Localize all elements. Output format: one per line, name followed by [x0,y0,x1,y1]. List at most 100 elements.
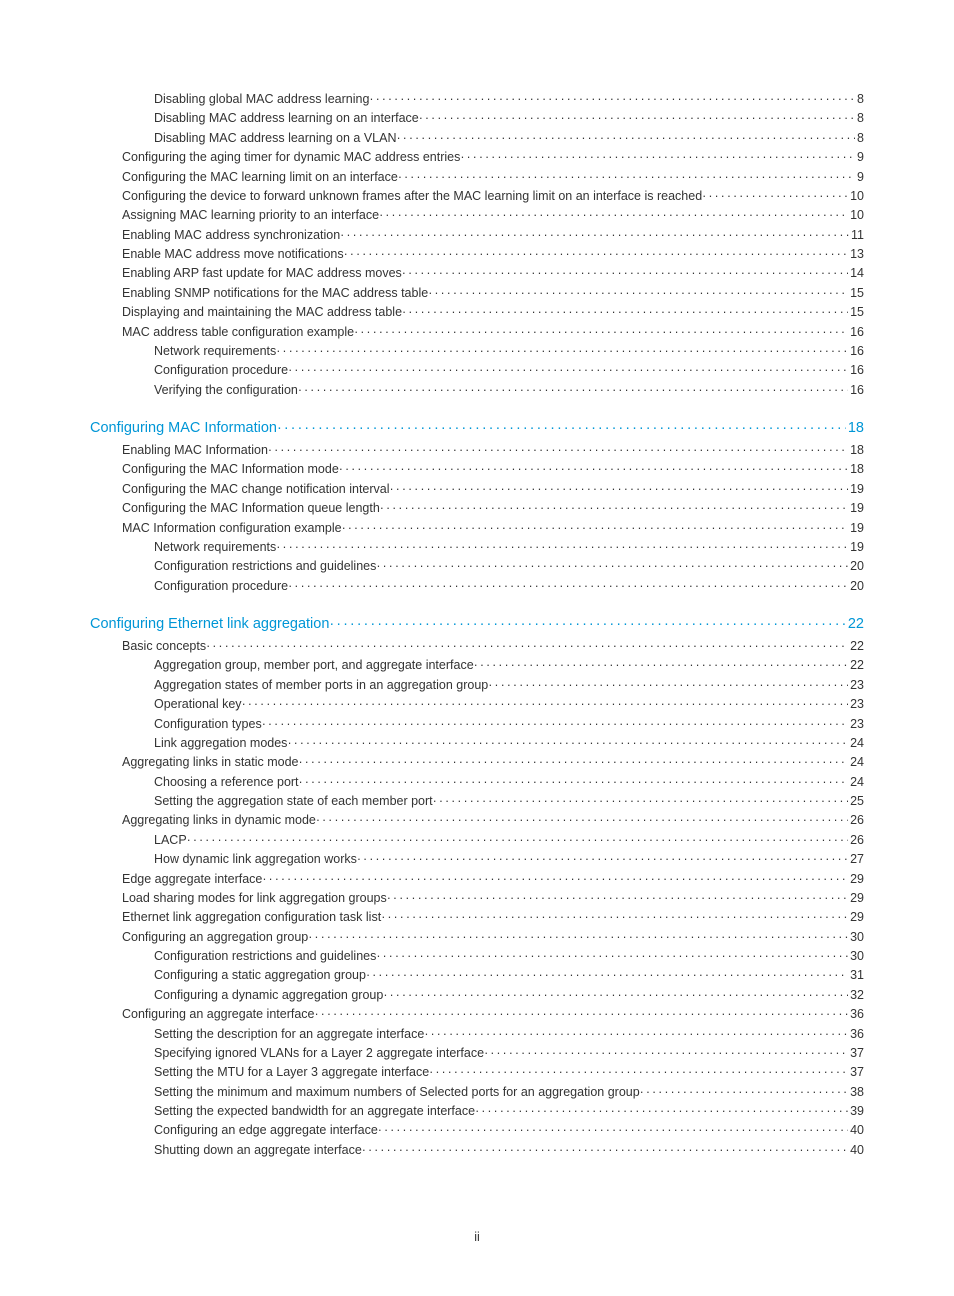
toc-leader-dots [376,947,848,966]
toc-heading-link[interactable]: Configuring Ethernet link aggregation 22 [90,614,864,635]
toc-entry-page: 13 [848,245,864,264]
toc-leader-dots [299,773,849,792]
toc-entry-page: 18 [848,460,864,479]
toc-entry-page: 39 [848,1102,864,1121]
toc-entry-page: 9 [855,148,864,167]
toc-entry-label: Configuring an aggregation group [122,928,308,947]
toc-entry-page: 36 [848,1025,864,1044]
toc-leader-dots [287,734,848,753]
toc-leader-dots [398,168,855,187]
toc-leader-dots [428,284,848,303]
toc-leader-dots [276,538,848,557]
toc-leader-dots [342,519,849,538]
toc-entry: Configuration types 23 [90,715,864,734]
toc-entry-page: 40 [848,1121,864,1140]
toc-leader-dots [484,1044,848,1063]
toc-leader-dots [433,792,848,811]
toc-entry-label: Configuring the aging timer for dynamic … [122,148,460,167]
toc-leader-dots [288,577,848,596]
toc-entry-label: Configuring the MAC change notification … [122,480,390,499]
toc-entry: Setting the aggregation state of each me… [90,792,864,811]
toc-leader-dots [298,381,848,400]
toc-heading-link[interactable]: Configuring MAC Information 18 [90,418,864,439]
toc-entry-label: Link aggregation modes [154,734,287,753]
toc-entry-page: 14 [848,264,864,283]
toc-leader-dots [474,656,848,675]
toc-leader-dots [242,695,849,714]
toc-entry-page: 18 [846,418,864,439]
toc-entry: Configuration procedure 20 [90,577,864,596]
toc-entry: Enabling MAC Information 18 [90,441,864,460]
toc-leader-dots [329,614,845,635]
toc-entry-page: 16 [848,323,864,342]
toc-entry-label: Enabling MAC address synchronization [122,226,340,245]
toc-entry-page: 36 [848,1005,864,1024]
toc-entry: Configuring a static aggregation group 3… [90,966,864,985]
toc-leader-dots [397,129,856,148]
toc-entry-label: Configuring Ethernet link aggregation [90,614,329,635]
toc-entry: Link aggregation modes 24 [90,734,864,753]
toc-entry-label: Configuring a static aggregation group [154,966,366,985]
toc-entry-label: Edge aggregate interface [122,870,262,889]
toc-leader-dots [475,1102,848,1121]
toc-entry-label: Verifying the configuration [154,381,298,400]
toc-entry-page: 8 [855,90,864,109]
toc-entry: How dynamic link aggregation works 27 [90,850,864,869]
toc-leader-dots [316,811,848,830]
toc-entry-page: 37 [848,1063,864,1082]
toc-leader-dots [262,715,848,734]
toc-leader-dots [390,480,849,499]
toc-entry: MAC Information configuration example 19 [90,519,864,538]
toc-entry-label: Load sharing modes for link aggregation … [122,889,387,908]
toc-entry-label: Enabling MAC Information [122,441,268,460]
toc-entry-label: Assigning MAC learning priority to an in… [122,206,379,225]
toc-entry: Configuration restrictions and guideline… [90,557,864,576]
toc-entry-page: 23 [848,695,864,714]
toc-entry: LACP 26 [90,831,864,850]
toc-leader-dots [488,676,848,695]
toc-entry: Configuring the MAC learning limit on an… [90,168,864,187]
toc-leader-dots [362,1141,848,1160]
toc-entry-label: Disabling MAC address learning on an int… [154,109,419,128]
toc-leader-dots [354,323,848,342]
toc-entry-page: 23 [848,676,864,695]
toc-entry-label: Aggregating links in static mode [122,753,298,772]
toc-entry-label: Network requirements [154,538,276,557]
toc-entry: Choosing a reference port 24 [90,773,864,792]
toc-entry-label: MAC address table configuration example [122,323,354,342]
toc-entry-page: 18 [848,441,864,460]
toc-entry-label: Configuring an aggregate interface [122,1005,315,1024]
toc-entry-label: Network requirements [154,342,276,361]
toc-entry-label: Configuration procedure [154,361,288,380]
toc-entry-page: 9 [855,168,864,187]
toc-entry-page: 15 [848,303,864,322]
toc-entry: Disabling global MAC address learning 8 [90,90,864,109]
toc-entry-page: 38 [848,1083,864,1102]
toc-entry-label: Configuring the MAC learning limit on an… [122,168,398,187]
toc-leader-dots [378,1121,848,1140]
toc-entry: Configuring the MAC change notification … [90,480,864,499]
toc-entry: Setting the expected bandwidth for an ag… [90,1102,864,1121]
toc-entry: Aggregation states of member ports in an… [90,676,864,695]
toc-entry-page: 22 [846,614,864,635]
toc-entry-label: Setting the aggregation state of each me… [154,792,433,811]
toc-entry: Configuring a dynamic aggregation group … [90,986,864,1005]
toc-entry-label: Configuring the MAC Information mode [122,460,339,479]
toc-entry-page: 30 [848,947,864,966]
toc-entry-page: 16 [848,361,864,380]
toc-entry-label: Setting the description for an aggregate… [154,1025,424,1044]
toc-entry: Ethernet link aggregation configuration … [90,908,864,927]
toc-entry-label: Configuring the MAC Information queue le… [122,499,380,518]
toc-entry-page: 22 [848,637,864,656]
toc-entry-page: 32 [848,986,864,1005]
table-of-contents: Disabling global MAC address learning 8D… [90,90,864,1160]
toc-entry-page: 23 [848,715,864,734]
toc-entry-page: 29 [848,908,864,927]
toc-entry: Shutting down an aggregate interface 40 [90,1141,864,1160]
toc-entry-page: 24 [848,734,864,753]
toc-entry: Disabling MAC address learning on a VLAN… [90,129,864,148]
toc-entry-label: Basic concepts [122,637,206,656]
toc-leader-dots [340,226,849,245]
toc-entry-label: Aggregating links in dynamic mode [122,811,316,830]
toc-entry-page: 19 [848,499,864,518]
